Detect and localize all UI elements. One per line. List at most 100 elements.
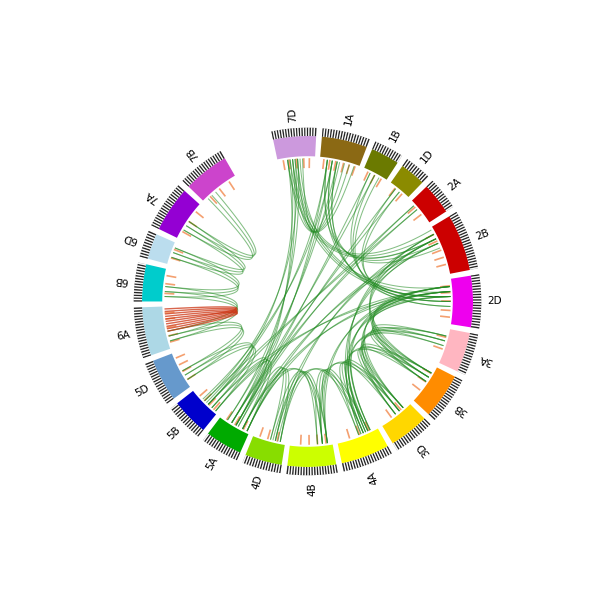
Text: 2B: 2B (475, 227, 491, 241)
Polygon shape (145, 241, 152, 244)
Polygon shape (254, 459, 258, 467)
Polygon shape (362, 457, 367, 466)
Polygon shape (164, 202, 172, 207)
Polygon shape (473, 313, 481, 315)
Polygon shape (407, 433, 413, 440)
Polygon shape (421, 421, 427, 428)
Polygon shape (327, 466, 329, 474)
Polygon shape (301, 467, 302, 475)
Polygon shape (469, 261, 477, 264)
Text: 7B: 7B (184, 145, 200, 162)
Polygon shape (190, 423, 196, 430)
Polygon shape (368, 456, 371, 463)
Polygon shape (450, 213, 458, 219)
Polygon shape (152, 376, 160, 380)
Polygon shape (217, 443, 223, 451)
Polygon shape (286, 464, 338, 475)
Polygon shape (427, 181, 433, 187)
Polygon shape (415, 169, 421, 176)
Polygon shape (472, 319, 480, 322)
Polygon shape (458, 369, 466, 374)
Polygon shape (155, 217, 163, 222)
Polygon shape (287, 445, 336, 467)
Polygon shape (419, 423, 425, 430)
Polygon shape (376, 143, 380, 151)
Polygon shape (356, 135, 359, 143)
Polygon shape (431, 410, 438, 417)
Polygon shape (407, 162, 413, 170)
Polygon shape (134, 290, 142, 292)
Polygon shape (375, 452, 379, 460)
Polygon shape (472, 315, 481, 318)
Polygon shape (406, 162, 412, 169)
Polygon shape (208, 437, 214, 444)
Polygon shape (275, 464, 278, 472)
Polygon shape (135, 279, 143, 281)
Polygon shape (448, 388, 455, 393)
Polygon shape (473, 306, 481, 307)
Polygon shape (200, 164, 206, 171)
Polygon shape (446, 390, 454, 396)
Polygon shape (228, 449, 233, 457)
Polygon shape (331, 465, 334, 473)
Polygon shape (224, 447, 229, 455)
Polygon shape (381, 450, 386, 457)
Polygon shape (471, 274, 481, 329)
Polygon shape (134, 312, 142, 313)
Polygon shape (158, 212, 166, 217)
Polygon shape (472, 278, 480, 281)
Polygon shape (259, 460, 262, 469)
Polygon shape (388, 149, 392, 157)
Polygon shape (180, 414, 187, 420)
Polygon shape (473, 307, 481, 309)
Polygon shape (442, 397, 449, 403)
Polygon shape (329, 466, 331, 474)
Polygon shape (162, 205, 170, 211)
Polygon shape (452, 381, 460, 386)
Polygon shape (463, 242, 471, 246)
Polygon shape (263, 461, 266, 470)
Polygon shape (210, 438, 215, 446)
Polygon shape (443, 202, 451, 208)
Polygon shape (203, 162, 209, 169)
Polygon shape (140, 256, 148, 259)
Polygon shape (177, 391, 216, 430)
Polygon shape (449, 212, 457, 217)
Polygon shape (151, 185, 185, 229)
Polygon shape (445, 205, 452, 210)
Polygon shape (314, 128, 315, 136)
Text: 3B: 3B (452, 401, 470, 417)
Polygon shape (452, 218, 460, 223)
Polygon shape (280, 130, 282, 138)
Polygon shape (397, 441, 402, 448)
Polygon shape (382, 404, 425, 444)
Polygon shape (148, 367, 156, 371)
Polygon shape (159, 191, 200, 238)
Polygon shape (436, 192, 443, 198)
Polygon shape (209, 438, 214, 445)
Polygon shape (199, 165, 205, 173)
Polygon shape (337, 130, 339, 139)
Polygon shape (242, 455, 281, 473)
Polygon shape (322, 466, 324, 475)
Polygon shape (171, 193, 178, 199)
Polygon shape (458, 370, 466, 375)
Polygon shape (462, 360, 470, 364)
Polygon shape (151, 374, 160, 379)
Polygon shape (303, 128, 304, 136)
Polygon shape (393, 153, 398, 161)
Polygon shape (164, 395, 172, 400)
Polygon shape (175, 189, 182, 195)
Polygon shape (350, 134, 354, 142)
Polygon shape (404, 435, 410, 442)
Polygon shape (467, 255, 475, 259)
Polygon shape (403, 159, 408, 167)
Polygon shape (174, 190, 181, 196)
Polygon shape (369, 455, 373, 463)
Polygon shape (413, 429, 419, 436)
Polygon shape (144, 242, 152, 245)
Polygon shape (349, 133, 352, 141)
Text: 7D: 7D (287, 107, 298, 122)
Polygon shape (319, 466, 321, 475)
Polygon shape (135, 282, 143, 284)
